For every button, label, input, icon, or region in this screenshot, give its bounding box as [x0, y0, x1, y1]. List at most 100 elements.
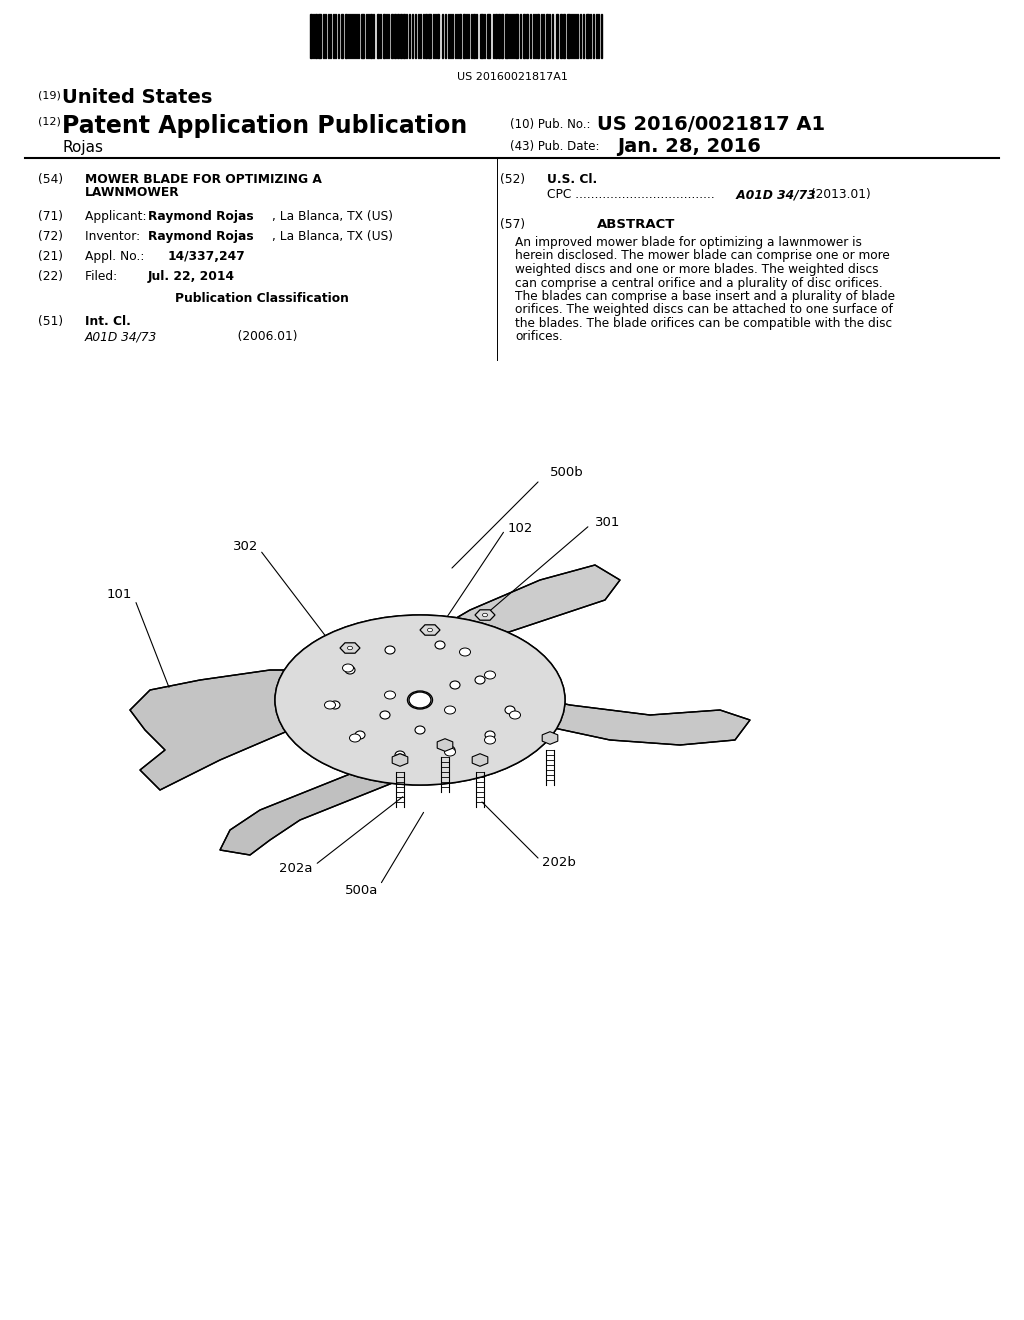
Text: A01D 34/73: A01D 34/73 — [85, 330, 158, 343]
Polygon shape — [437, 739, 453, 751]
Text: (54): (54) — [38, 173, 63, 186]
Bar — [397, 15, 398, 58]
Bar — [335, 15, 336, 58]
Text: (72): (72) — [38, 230, 63, 243]
Bar — [318, 15, 321, 58]
Text: Appl. No.:: Appl. No.: — [85, 249, 148, 263]
Ellipse shape — [484, 671, 496, 678]
Bar — [562, 15, 564, 58]
Polygon shape — [495, 690, 750, 744]
Bar — [505, 15, 508, 58]
Text: (71): (71) — [38, 210, 63, 223]
Ellipse shape — [349, 734, 360, 742]
Polygon shape — [475, 610, 495, 620]
Ellipse shape — [445, 746, 455, 754]
Bar — [315, 15, 317, 58]
Text: Filed:: Filed: — [85, 271, 140, 282]
Text: (52): (52) — [500, 173, 525, 186]
Bar — [463, 15, 465, 58]
Bar — [537, 15, 539, 58]
Text: (10) Pub. No.:: (10) Pub. No.: — [510, 117, 591, 131]
Bar — [377, 15, 379, 58]
Text: MOWER BLADE FOR OPTIMIZING A: MOWER BLADE FOR OPTIMIZING A — [85, 173, 322, 186]
Text: herein disclosed. The mower blade can comprise one or more: herein disclosed. The mower blade can co… — [515, 249, 890, 263]
Text: (57): (57) — [500, 218, 525, 231]
Bar — [541, 15, 542, 58]
Text: U.S. Cl.: U.S. Cl. — [547, 173, 597, 186]
Text: , La Blanca, TX (US): , La Blanca, TX (US) — [272, 230, 393, 243]
Text: Publication Classification: Publication Classification — [175, 292, 349, 305]
Bar — [394, 15, 395, 58]
Polygon shape — [340, 643, 360, 653]
Polygon shape — [130, 671, 375, 789]
Ellipse shape — [408, 690, 432, 709]
Ellipse shape — [275, 615, 565, 785]
Bar — [473, 15, 474, 58]
Ellipse shape — [347, 647, 352, 649]
Text: An improved mower blade for optimizing a lawnmower is: An improved mower blade for optimizing a… — [515, 236, 862, 249]
Text: Int. Cl.: Int. Cl. — [85, 315, 131, 327]
Text: 101: 101 — [106, 589, 132, 602]
Text: Patent Application Publication: Patent Application Publication — [62, 114, 467, 139]
Bar — [370, 15, 372, 58]
Ellipse shape — [409, 692, 431, 708]
Bar — [535, 15, 536, 58]
Text: (12): (12) — [38, 116, 60, 125]
Text: Jan. 28, 2016: Jan. 28, 2016 — [617, 137, 761, 156]
Bar — [338, 15, 339, 58]
Bar — [344, 15, 346, 58]
Bar — [480, 15, 483, 58]
Ellipse shape — [482, 614, 487, 616]
Text: orifices. The weighted discs can be attached to one surface of: orifices. The weighted discs can be atta… — [515, 304, 893, 317]
Bar — [556, 15, 558, 58]
Text: (2006.01): (2006.01) — [195, 330, 298, 343]
Ellipse shape — [275, 615, 565, 785]
Text: Raymond Rojas: Raymond Rojas — [148, 210, 254, 223]
Text: Applicant:: Applicant: — [85, 210, 151, 223]
Text: 202b: 202b — [542, 857, 575, 870]
Text: can comprise a central orifice and a plurality of disc orifices.: can comprise a central orifice and a plu… — [515, 276, 883, 289]
Bar — [574, 15, 575, 58]
Ellipse shape — [415, 726, 425, 734]
Ellipse shape — [510, 711, 520, 719]
Bar — [366, 15, 367, 58]
Bar — [400, 15, 402, 58]
Bar — [586, 15, 589, 58]
Bar — [498, 15, 500, 58]
Bar — [412, 15, 413, 58]
Text: Jul. 22, 2014: Jul. 22, 2014 — [148, 271, 234, 282]
Bar — [515, 15, 518, 58]
Text: 500a: 500a — [345, 883, 378, 896]
Bar — [546, 15, 548, 58]
Bar — [566, 15, 569, 58]
Bar — [403, 15, 406, 58]
Ellipse shape — [330, 701, 340, 709]
Ellipse shape — [395, 751, 406, 759]
Text: Inventor:: Inventor: — [85, 230, 147, 243]
Bar — [383, 15, 384, 58]
Bar — [501, 15, 503, 58]
Ellipse shape — [394, 754, 406, 762]
Ellipse shape — [342, 664, 353, 672]
Ellipse shape — [505, 706, 515, 714]
Ellipse shape — [385, 645, 395, 653]
Bar — [452, 15, 453, 58]
Bar — [525, 15, 527, 58]
Bar — [390, 15, 392, 58]
Bar — [444, 15, 446, 58]
Text: 202a: 202a — [279, 862, 312, 874]
Text: Rojas: Rojas — [62, 140, 103, 154]
Ellipse shape — [384, 690, 395, 700]
Ellipse shape — [444, 706, 456, 714]
Ellipse shape — [325, 701, 336, 709]
Ellipse shape — [355, 731, 365, 739]
Ellipse shape — [444, 748, 456, 756]
Ellipse shape — [427, 628, 432, 632]
Polygon shape — [542, 731, 558, 744]
Bar — [341, 15, 343, 58]
Text: (19): (19) — [38, 90, 60, 100]
Bar — [522, 15, 524, 58]
Bar — [425, 15, 427, 58]
Text: 301: 301 — [595, 516, 621, 528]
Polygon shape — [410, 565, 620, 655]
